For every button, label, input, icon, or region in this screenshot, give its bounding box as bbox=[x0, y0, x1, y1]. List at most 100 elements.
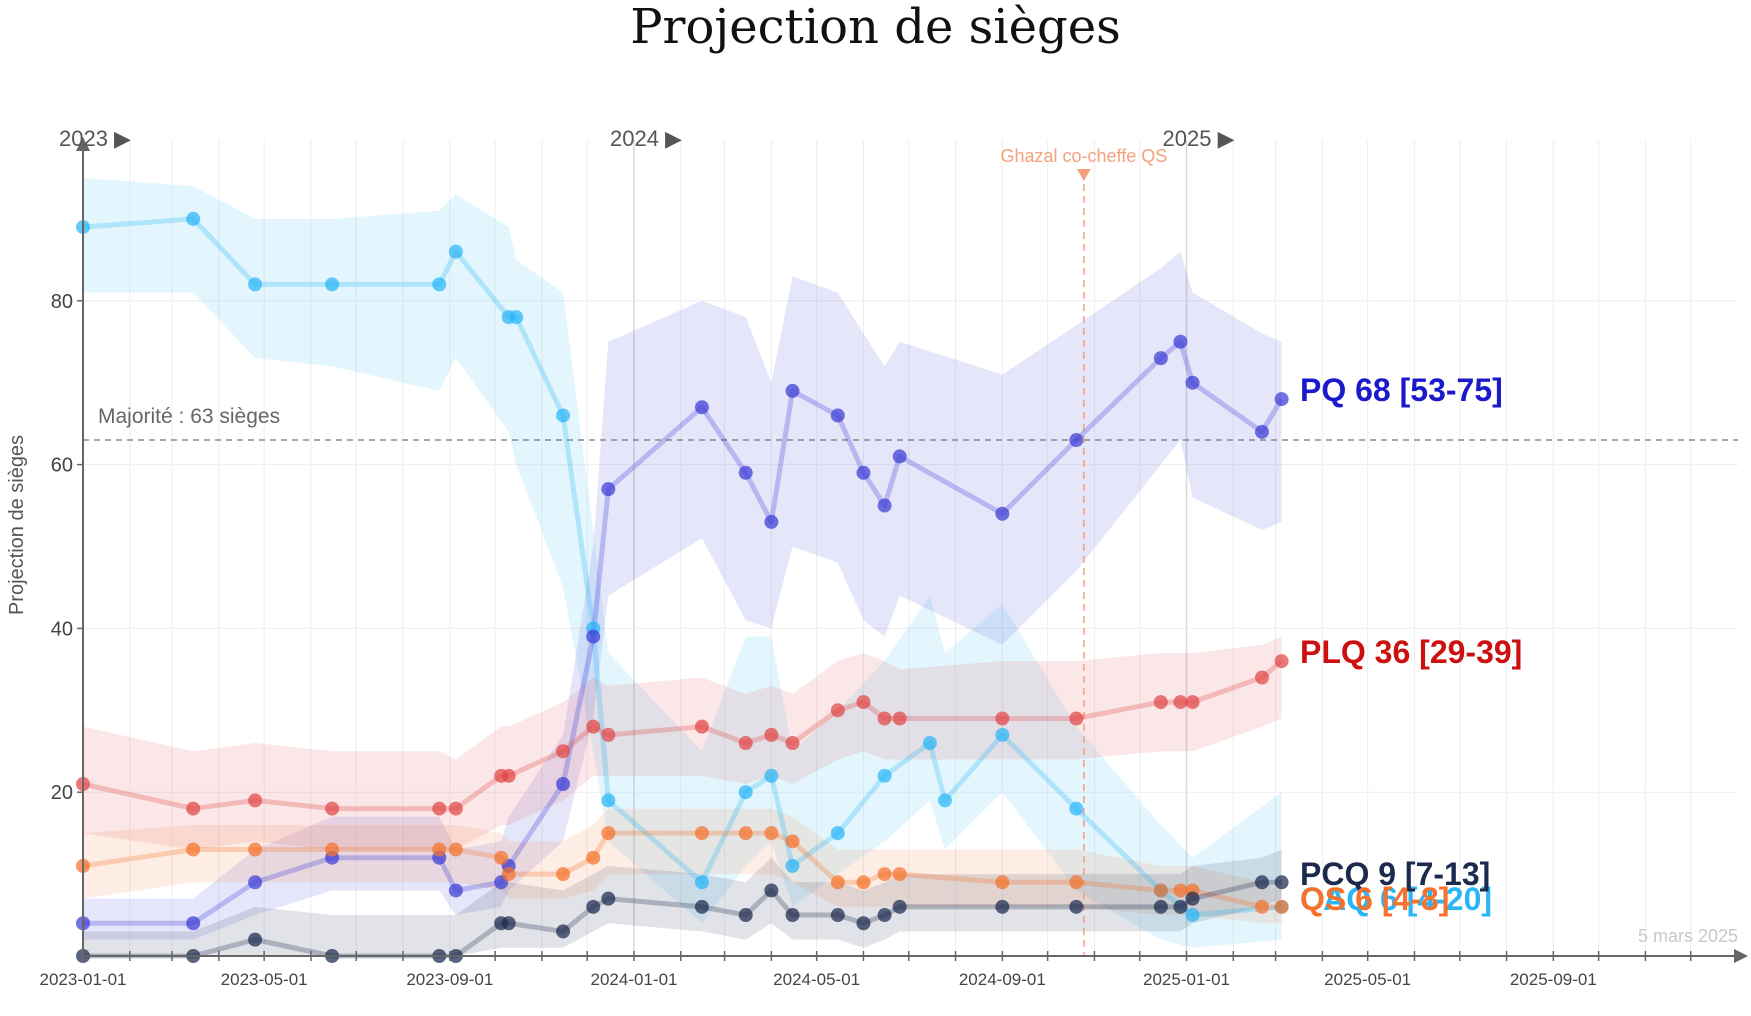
point-pq bbox=[830, 408, 845, 423]
point-qs bbox=[325, 842, 340, 857]
point-qs bbox=[501, 867, 516, 882]
point-caq bbox=[694, 875, 709, 890]
point-plq bbox=[1254, 670, 1269, 685]
point-plq bbox=[1173, 695, 1188, 710]
y-axis-title: Projection de sièges bbox=[6, 435, 28, 615]
point-qs bbox=[432, 842, 447, 857]
point-qs bbox=[586, 850, 601, 865]
point-qs bbox=[1173, 883, 1188, 898]
point-caq bbox=[922, 736, 937, 751]
point-pq bbox=[1173, 334, 1188, 349]
point-pcq bbox=[1069, 899, 1084, 914]
point-plq bbox=[556, 744, 571, 759]
end-label-qs: QS 6 [4-8] bbox=[1300, 881, 1449, 917]
point-plq bbox=[995, 711, 1010, 726]
point-pq bbox=[694, 400, 709, 415]
point-caq bbox=[509, 310, 524, 325]
majority-line-group: Majorité : 63 sièges bbox=[83, 405, 1738, 441]
point-pq bbox=[1185, 375, 1200, 390]
year-marker-label: 2025 ▶ bbox=[1163, 126, 1235, 151]
point-caq bbox=[448, 244, 463, 259]
point-pcq bbox=[501, 916, 516, 931]
event-marker-group: Ghazal co-cheffe QS bbox=[1000, 146, 1167, 956]
x-tick-label: 2023-05-01 bbox=[221, 970, 308, 989]
point-plq bbox=[248, 793, 263, 808]
x-tick-label: 2024-09-01 bbox=[959, 970, 1046, 989]
point-pcq bbox=[586, 899, 601, 914]
event-label: Ghazal co-cheffe QS bbox=[1000, 146, 1167, 166]
point-caq bbox=[186, 211, 201, 226]
x-tick-label: 2025-01-01 bbox=[1143, 970, 1230, 989]
point-pq bbox=[248, 875, 263, 890]
point-caq bbox=[556, 408, 571, 423]
point-pcq bbox=[556, 924, 571, 939]
point-caq bbox=[830, 826, 845, 841]
date-stamp: 5 mars 2025 bbox=[1638, 926, 1738, 946]
x-tick-label: 2023-09-01 bbox=[406, 970, 493, 989]
point-caq bbox=[785, 858, 800, 873]
point-caq bbox=[738, 785, 753, 800]
point-caq bbox=[877, 768, 892, 783]
point-qs bbox=[186, 842, 201, 857]
point-qs bbox=[785, 834, 800, 849]
confidence-bands bbox=[83, 177, 1282, 956]
point-plq bbox=[856, 695, 871, 710]
point-qs bbox=[601, 826, 616, 841]
point-plq bbox=[501, 768, 516, 783]
point-qs bbox=[1274, 899, 1289, 914]
point-plq bbox=[432, 801, 447, 816]
band-qs bbox=[83, 808, 1282, 924]
point-pcq bbox=[1153, 899, 1168, 914]
point-qs bbox=[877, 867, 892, 882]
x-tick-label: 2025-09-01 bbox=[1510, 970, 1597, 989]
point-pcq bbox=[1173, 899, 1188, 914]
point-plq bbox=[892, 711, 907, 726]
point-pcq bbox=[601, 891, 616, 906]
point-qs bbox=[1069, 875, 1084, 890]
majority-label: Majorité : 63 sièges bbox=[98, 405, 280, 428]
point-plq bbox=[1185, 695, 1200, 710]
point-pcq bbox=[738, 908, 753, 923]
band-pq bbox=[83, 251, 1282, 940]
point-pcq bbox=[694, 899, 709, 914]
point-pcq bbox=[248, 932, 263, 947]
point-qs bbox=[556, 867, 571, 882]
x-tick-label: 2024-01-01 bbox=[591, 970, 678, 989]
point-pq bbox=[586, 629, 601, 644]
point-pq bbox=[738, 465, 753, 480]
point-pcq bbox=[1254, 875, 1269, 890]
point-pq bbox=[601, 482, 616, 497]
series-points bbox=[76, 211, 1289, 963]
point-qs bbox=[694, 826, 709, 841]
end-label-plq: PLQ 36 [29-39] bbox=[1300, 634, 1522, 670]
point-pq bbox=[448, 883, 463, 898]
point-plq bbox=[830, 703, 845, 718]
event-marker-icon bbox=[1076, 169, 1091, 181]
point-caq bbox=[937, 793, 952, 808]
point-pcq bbox=[1274, 875, 1289, 890]
point-qs bbox=[995, 875, 1010, 890]
point-qs bbox=[892, 867, 907, 882]
point-plq bbox=[694, 719, 709, 734]
point-caq bbox=[995, 727, 1010, 742]
point-caq bbox=[248, 277, 263, 292]
point-qs bbox=[1254, 899, 1269, 914]
point-pcq bbox=[877, 908, 892, 923]
point-qs bbox=[494, 850, 509, 865]
point-plq bbox=[601, 727, 616, 742]
point-pq bbox=[764, 514, 779, 529]
point-plq bbox=[1153, 695, 1168, 710]
point-qs bbox=[830, 875, 845, 890]
point-pq bbox=[785, 383, 800, 398]
point-pcq bbox=[892, 899, 907, 914]
y-axis-arrow-icon bbox=[76, 137, 90, 151]
point-qs bbox=[856, 875, 871, 890]
point-plq bbox=[325, 801, 340, 816]
point-pq bbox=[1153, 351, 1168, 366]
point-caq bbox=[601, 793, 616, 808]
x-axis-arrow-icon bbox=[1734, 949, 1748, 963]
point-plq bbox=[586, 719, 601, 734]
point-qs bbox=[738, 826, 753, 841]
point-caq bbox=[325, 277, 340, 292]
